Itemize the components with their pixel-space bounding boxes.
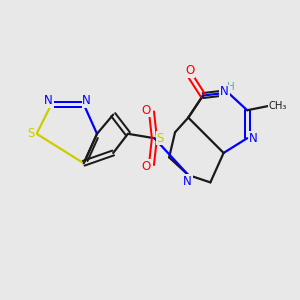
Text: CH₃: CH₃ xyxy=(268,101,287,111)
Text: N: N xyxy=(82,94,91,107)
Text: N: N xyxy=(249,132,258,145)
Text: N: N xyxy=(183,175,192,188)
Text: N: N xyxy=(220,85,229,98)
Text: S: S xyxy=(28,127,35,140)
Text: O: O xyxy=(142,104,151,117)
Text: O: O xyxy=(185,64,194,77)
Text: S: S xyxy=(157,132,164,145)
Text: N: N xyxy=(44,94,53,107)
Text: O: O xyxy=(142,160,151,173)
Text: H: H xyxy=(227,82,235,92)
